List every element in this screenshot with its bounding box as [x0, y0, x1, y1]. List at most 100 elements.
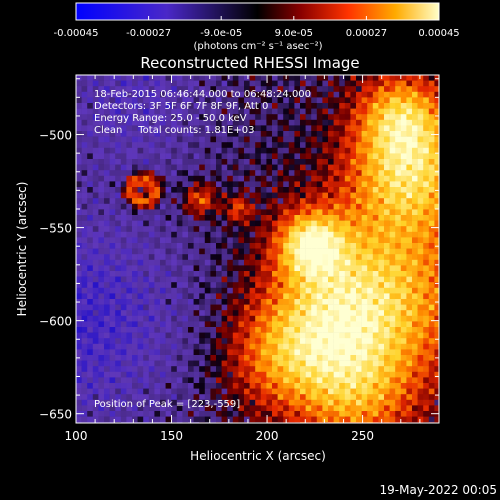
- heatmap-cell: [160, 276, 166, 283]
- heatmap-cell: [109, 399, 116, 406]
- heatmap-cell: [221, 388, 228, 395]
- heatmap-cell: [384, 91, 390, 98]
- heatmap-cell: [154, 103, 161, 109]
- heatmap-cell: [216, 142, 222, 149]
- heatmap-cell: [255, 315, 262, 322]
- heatmap-cell: [210, 360, 217, 367]
- heatmap-cell: [199, 332, 206, 339]
- heatmap-cell: [367, 209, 374, 216]
- heatmap-cell: [244, 198, 250, 205]
- heatmap-cell: [372, 108, 379, 115]
- heatmap-cell: [400, 131, 407, 137]
- heatmap-cell: [361, 411, 368, 417]
- heatmap-cell: [221, 91, 228, 98]
- heatmap-cell: [160, 86, 166, 93]
- heatmap-cell: [126, 80, 133, 87]
- heatmap-cell: [165, 332, 172, 339]
- heatmap-cell: [384, 192, 390, 199]
- heatmap-cell: [165, 80, 172, 87]
- heatmap-cell: [316, 259, 323, 266]
- heatmap-cell: [434, 97, 440, 104]
- heatmap-cell: [300, 215, 306, 221]
- heatmap-cell: [372, 349, 379, 356]
- heatmap-cell: [400, 293, 407, 300]
- heatmap-cell: [204, 321, 211, 328]
- heatmap-cell: [350, 80, 357, 87]
- heatmap-cell: [412, 282, 418, 289]
- heatmap-cell: [154, 136, 161, 143]
- heatmap-cell: [305, 416, 312, 423]
- heatmap-cell: [120, 119, 127, 126]
- heatmap-cell: [143, 371, 150, 378]
- heatmap-cell: [176, 209, 183, 216]
- heatmap-cell: [249, 355, 256, 361]
- heatmap-cell: [193, 371, 200, 378]
- heatmap-cell: [232, 237, 239, 244]
- heatmap-cell: [238, 265, 245, 272]
- heatmap-cell: [344, 164, 351, 171]
- heatmap-cell: [294, 198, 301, 205]
- heatmap-cell: [244, 187, 250, 193]
- heatmap-cell: [372, 332, 379, 339]
- heatmap-cell: [132, 198, 138, 205]
- heatmap-cell: [115, 315, 122, 322]
- heatmap-cell: [148, 125, 155, 132]
- heatmap-cell: [188, 181, 194, 188]
- heatmap-cell: [378, 349, 385, 356]
- heatmap-cell: [87, 299, 94, 305]
- heatmap-cell: [216, 304, 222, 311]
- heatmap-cell: [260, 142, 267, 149]
- heatmap-cell: [333, 125, 340, 132]
- heatmap-cell: [272, 119, 278, 126]
- heatmap-cell: [98, 349, 105, 356]
- heatmap-cell: [288, 203, 295, 210]
- heatmap-cell: [428, 287, 435, 294]
- heatmap-cell: [199, 282, 206, 289]
- heatmap-cell: [378, 299, 385, 305]
- heatmap-cell: [109, 405, 116, 412]
- heatmap-cell: [372, 125, 379, 132]
- heatmap-cell: [76, 86, 82, 93]
- heatmap-cell: [216, 237, 222, 244]
- heatmap-cell: [350, 209, 357, 216]
- heatmap-cell: [283, 349, 290, 356]
- heatmap-cell: [266, 153, 273, 160]
- heatmap-cell: [389, 411, 396, 417]
- heatmap-cell: [182, 343, 189, 350]
- heatmap-cell: [384, 405, 390, 412]
- heatmap-cell: [434, 125, 440, 132]
- heatmap-cell: [311, 125, 318, 132]
- heatmap-cell: [294, 226, 301, 233]
- heatmap-cell: [434, 405, 440, 412]
- heatmap-cell: [244, 276, 250, 283]
- heatmap-cell: [389, 187, 396, 193]
- heatmap-cell: [154, 411, 161, 417]
- heatmap-cell: [434, 315, 440, 322]
- heatmap-cell: [76, 215, 82, 221]
- heatmap-cell: [344, 411, 351, 417]
- heatmap-cell: [120, 293, 127, 300]
- heatmap-cell: [434, 136, 440, 143]
- heatmap-cell: [277, 276, 284, 283]
- heatmap-cell: [126, 187, 133, 193]
- heatmap-cell: [81, 164, 88, 171]
- heatmap-cell: [322, 388, 329, 395]
- heatmap-cell: [227, 293, 234, 300]
- heatmap-cell: [165, 315, 172, 322]
- heatmap-cell: [272, 80, 278, 87]
- heatmap-cell: [294, 282, 301, 289]
- heatmap-cell: [417, 97, 424, 104]
- heatmap-cell: [372, 248, 379, 255]
- heatmap-cell: [417, 265, 424, 272]
- heatmap-cell: [204, 164, 211, 171]
- heatmap-cell: [98, 254, 105, 261]
- heatmap-cell: [249, 271, 256, 277]
- heatmap-cell: [92, 259, 99, 266]
- heatmap-cell: [266, 243, 273, 249]
- heatmap-cell: [126, 159, 133, 165]
- heatmap-cell: [109, 338, 116, 345]
- heatmap-cell: [255, 164, 262, 171]
- heatmap-cell: [328, 394, 334, 401]
- heatmap-cell: [328, 366, 334, 373]
- heatmap-cell: [87, 310, 94, 317]
